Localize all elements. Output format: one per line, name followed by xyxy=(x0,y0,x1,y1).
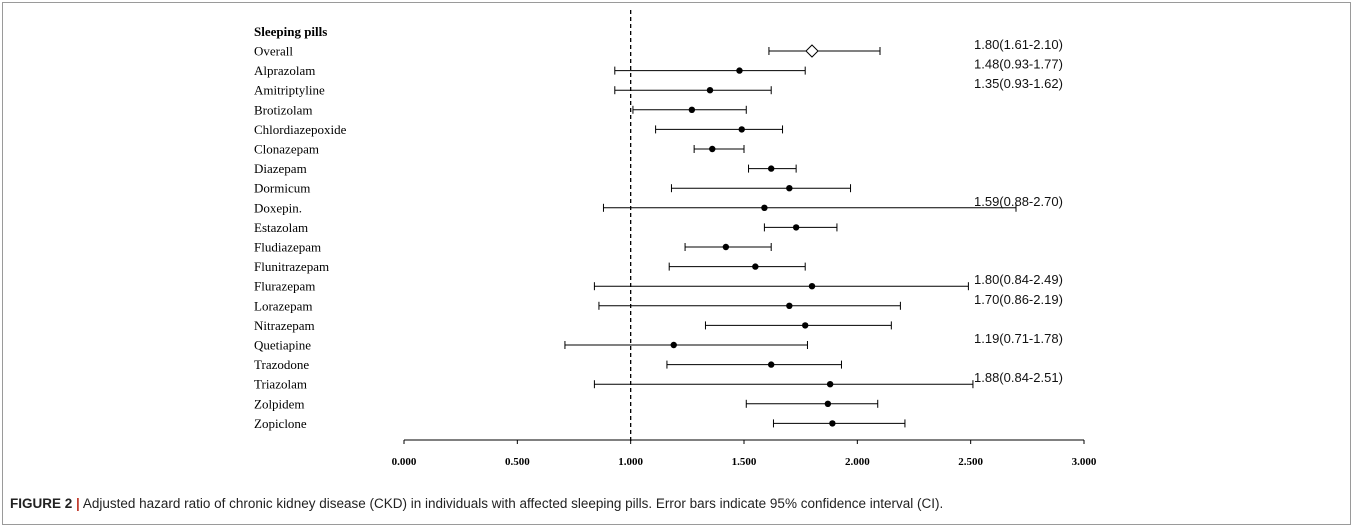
point-estimate-diamond xyxy=(805,44,819,58)
point-estimate xyxy=(786,302,793,309)
row-label: Estazolam xyxy=(254,220,308,235)
point-estimate xyxy=(824,400,832,407)
point-estimate xyxy=(722,243,730,251)
row-label: Overall xyxy=(254,44,293,59)
row-label: Dormicum xyxy=(254,181,310,196)
point-estimate xyxy=(768,361,775,368)
row-label: Brotizolam xyxy=(254,102,313,117)
estimate-annotation: 1.80(1.61-2.10) xyxy=(974,37,1063,52)
point-estimate xyxy=(792,224,800,231)
x-tick-label: 1.000 xyxy=(618,456,643,468)
estimate-annotation: 1.70(0.86-2.19) xyxy=(974,292,1063,307)
estimate-annotation: 1.35(0.93-1.62) xyxy=(974,76,1063,91)
x-tick-label: 0.000 xyxy=(392,456,417,468)
row-label: Diazepam xyxy=(254,161,307,176)
row-label: Triazolam xyxy=(254,377,307,392)
forest-plot: Sleeping pills 0.000 0.500 1.000 1.500 2.000 2… xyxy=(254,10,1097,468)
row-label: Quetiapine xyxy=(254,338,311,353)
row-label: Flurazepam xyxy=(254,279,315,294)
row-label: Nitrazepam xyxy=(254,318,315,333)
row-label: Zolpidem xyxy=(254,396,305,411)
estimate-annotation: 1.88(0.84-2.51) xyxy=(974,370,1063,385)
header-label: Sleeping pills xyxy=(254,24,327,39)
point-estimate xyxy=(709,145,716,153)
x-tick-label: 2.000 xyxy=(845,456,870,468)
point-estimate xyxy=(736,67,743,74)
estimate-annotation: 1.19(0.71-1.78) xyxy=(974,331,1063,346)
point-estimate xyxy=(761,204,768,211)
figure-caption: FIGURE 2 | Adjusted hazard ratio of chro… xyxy=(10,496,1345,511)
caption-separator: | xyxy=(76,496,80,511)
row-label: Alprazolam xyxy=(254,63,315,78)
point-estimate xyxy=(670,341,677,349)
estimate-annotation: 1.48(0.93-1.77) xyxy=(974,57,1063,72)
row-label: Chlordiazepoxide xyxy=(254,122,347,137)
caption-figure-label: FIGURE 2 xyxy=(10,496,73,511)
point-estimate xyxy=(808,283,816,290)
row-label: Amitriptyline xyxy=(254,83,325,98)
point-estimate xyxy=(688,106,696,114)
row-label: Clonazepam xyxy=(254,142,319,157)
x-tick-label: 3.000 xyxy=(1072,456,1097,468)
point-estimate xyxy=(786,185,793,192)
point-estimate xyxy=(802,322,809,329)
row-label: Trazodone xyxy=(254,357,309,372)
point-estimate xyxy=(752,263,759,270)
point-estimate xyxy=(768,165,775,172)
row-label: Fludiazepam xyxy=(254,240,321,255)
row-label: Lorazepam xyxy=(254,298,312,313)
row-label: Doxepin. xyxy=(254,200,302,215)
row-label: Zopiclone xyxy=(254,416,307,431)
x-tick-label: 0.500 xyxy=(505,456,530,468)
x-tick-label: 1.500 xyxy=(732,456,757,468)
point-estimate xyxy=(738,126,745,133)
estimate-annotation: 1.59(0.88-2.70) xyxy=(974,194,1063,209)
point-estimate xyxy=(826,381,834,388)
x-tick-label: 2.500 xyxy=(958,456,983,468)
row-label: Flunitrazepam xyxy=(254,259,329,274)
point-estimate xyxy=(829,420,836,427)
caption-text: Adjusted hazard ratio of chronic kidney … xyxy=(82,496,944,511)
estimate-annotation: 1.80(0.84-2.49) xyxy=(974,272,1063,287)
point-estimate xyxy=(706,87,714,94)
